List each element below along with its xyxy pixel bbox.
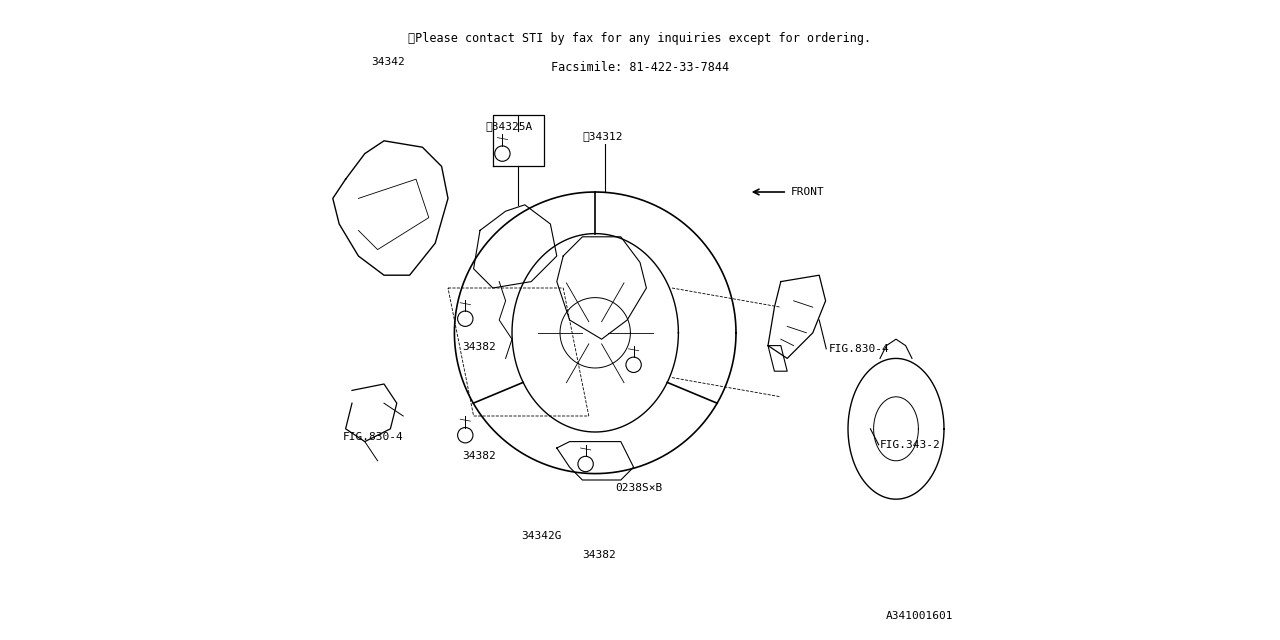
Text: ※Please contact STI by fax for any inquiries except for ordering.: ※Please contact STI by fax for any inqui… <box>408 32 872 45</box>
Text: FRONT: FRONT <box>791 187 824 197</box>
Text: Facsimile: 81-422-33-7844: Facsimile: 81-422-33-7844 <box>550 61 730 74</box>
Text: FIG.830-4: FIG.830-4 <box>829 344 890 354</box>
Text: 34382: 34382 <box>582 550 616 561</box>
Text: FIG.343-2: FIG.343-2 <box>881 440 941 450</box>
Text: ※34325A: ※34325A <box>485 121 532 131</box>
Text: 34342: 34342 <box>371 57 404 67</box>
Text: 0238S×B: 0238S×B <box>616 483 663 493</box>
Text: FIG.830-4: FIG.830-4 <box>343 432 403 442</box>
Text: A341001601: A341001601 <box>886 611 954 621</box>
Text: ※34312: ※34312 <box>582 131 623 141</box>
Text: 34382: 34382 <box>462 451 495 461</box>
Text: 34382: 34382 <box>462 342 495 353</box>
Text: 34342G: 34342G <box>522 531 562 541</box>
